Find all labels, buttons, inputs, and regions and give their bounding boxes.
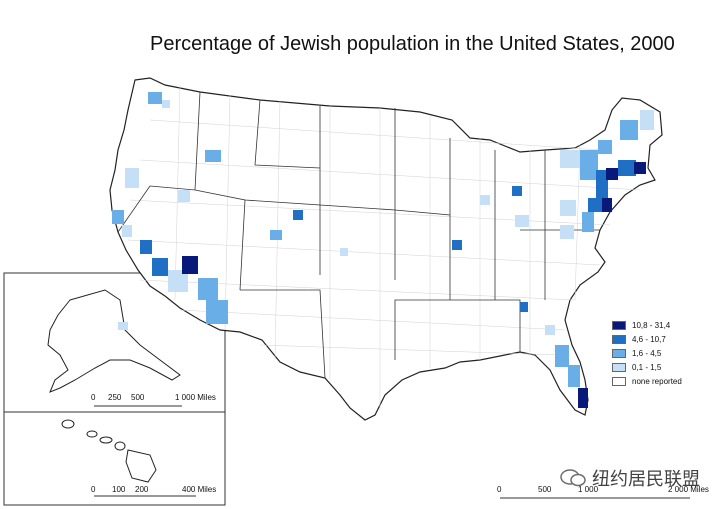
alaska-scale-tick-3: 1 000 Miles	[175, 393, 216, 402]
mainland-scale-tick-2: 1 000	[578, 485, 599, 494]
legend-item: none reported	[612, 374, 682, 388]
legend-label: 4,6 - 10,7	[632, 334, 666, 344]
legend-label: none reported	[632, 376, 682, 386]
mainland-scale-tick-0: 0	[497, 485, 502, 494]
inset-frame	[3, 272, 226, 506]
mainland-scale-tick-1: 500	[538, 485, 552, 494]
legend: 10,8 - 31,4 4,6 - 10,7 1,6 - 4,5 0,1 - 1…	[612, 318, 682, 388]
legend-label: 10,8 - 31,4	[632, 320, 671, 330]
legend-label: 0,1 - 1,5	[632, 362, 662, 372]
legend-label: 1,6 - 4,5	[632, 348, 662, 358]
legend-swatch	[612, 376, 626, 386]
shaded-counties	[112, 92, 654, 408]
legend-item: 1,6 - 4,5	[612, 346, 682, 360]
hawaii-scale-ticks: 0 100 200 400 Miles	[91, 485, 216, 494]
hawaii-scale-tick-1: 100	[112, 485, 126, 494]
hawaii-scale-tick-0: 0	[91, 485, 96, 494]
legend-swatch	[612, 334, 626, 344]
legend-swatch	[612, 348, 626, 358]
hawaii-scale-tick-3: 400 Miles	[182, 485, 216, 494]
alaska-scale-tick-2: 500	[131, 393, 145, 402]
legend-item: 0,1 - 1,5	[612, 360, 682, 374]
alaska-scale-ticks: 0 250 500 1 000 Miles	[91, 393, 216, 402]
map-title: Percentage of Jewish population in the U…	[150, 33, 675, 55]
alaska-shaded	[118, 322, 128, 330]
legend-swatch	[612, 320, 626, 330]
alaska-outline	[47, 289, 181, 393]
alaska-scale-tick-1: 250	[108, 393, 122, 402]
mainland-scale-ticks: 0 500 1 000 2 000 Miles	[497, 485, 709, 494]
state-borders	[117, 91, 600, 379]
legend-item: 4,6 - 10,7	[612, 332, 682, 346]
legend-swatch	[612, 362, 626, 372]
chat-bubble-icon	[560, 469, 586, 487]
watermark-text: 纽约居民联盟	[592, 469, 700, 489]
mainland-scale-tick-3: 2 000 Miles	[668, 485, 709, 494]
legend-item: 10,8 - 31,4	[612, 318, 682, 332]
hawaii-scale-tick-2: 200	[135, 485, 149, 494]
hawaii-islands	[61, 419, 157, 483]
alaska-scale-tick-0: 0	[91, 393, 96, 402]
watermark: 纽约居民联盟	[560, 465, 700, 491]
